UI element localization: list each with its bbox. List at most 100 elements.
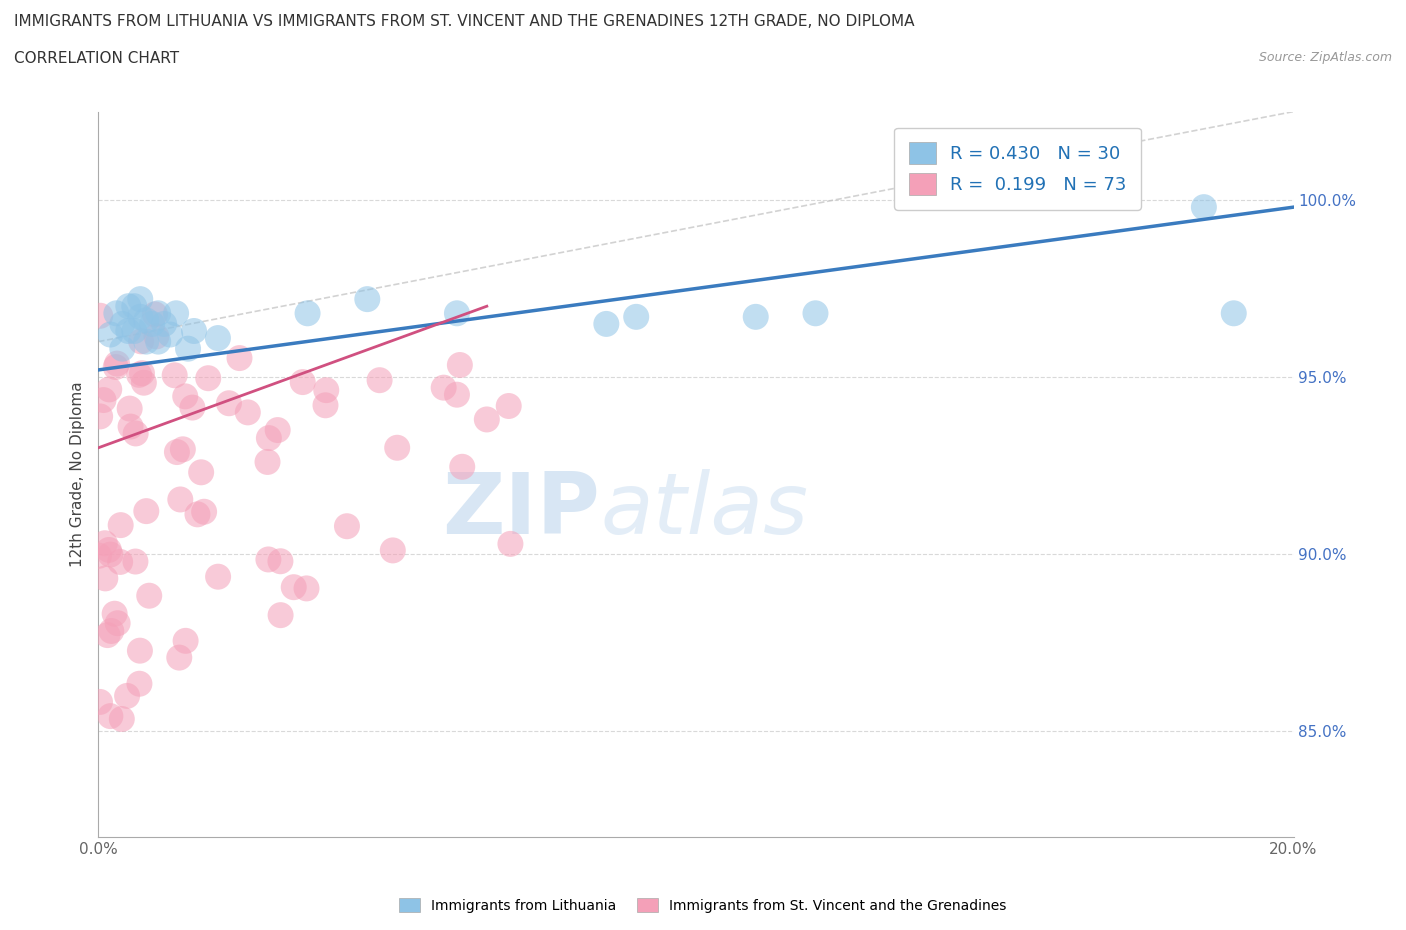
Point [117,324,139,339]
Point [446,387,468,402]
Point [148,306,170,321]
Point [207,331,229,346]
Point [143,307,166,322]
Point [745,310,768,325]
Point [446,306,468,321]
Point [267,422,290,437]
Point [89,309,111,324]
Point [135,334,157,349]
Point [595,316,617,331]
Point [626,310,648,325]
Point [172,442,194,457]
Point [111,341,134,356]
Point [257,552,280,567]
Legend: R = 0.430   N = 30, R =  0.199   N = 73: R = 0.430 N = 30, R = 0.199 N = 73 [894,128,1142,210]
Point [451,459,474,474]
Point [104,360,127,375]
Point [89,695,111,710]
Point [315,383,337,398]
Point [128,367,150,382]
Point [190,465,212,480]
Point [93,392,115,407]
Point [218,396,240,411]
Point [336,519,359,534]
Text: IMMIGRANTS FROM LITHUANIA VS IMMIGRANTS FROM ST. VINCENT AND THE GRENADINES 12TH: IMMIGRANTS FROM LITHUANIA VS IMMIGRANTS … [14,14,914,29]
Point [131,365,153,380]
Point [193,504,215,519]
Point [166,445,188,459]
Point [433,380,456,395]
Point [499,537,522,551]
Point [128,676,150,691]
Point [177,341,200,356]
Point [169,650,191,665]
Point [291,375,314,390]
Point [98,327,122,342]
Point [129,310,152,325]
Point [174,389,197,404]
Point [124,426,146,441]
Point [104,606,127,621]
Point [368,373,391,388]
Text: ZIP: ZIP [443,469,600,552]
Point [124,554,146,569]
Point [165,306,187,321]
Point [381,543,404,558]
Point [120,419,142,434]
Point [94,536,117,551]
Point [228,351,250,365]
Point [132,376,155,391]
Point [135,312,157,327]
Point [257,431,280,445]
Point [498,399,520,414]
Point [111,316,134,331]
Point [89,409,111,424]
Point [181,400,204,415]
Point [183,324,205,339]
Point [153,316,176,331]
Point [124,299,146,313]
Point [97,542,120,557]
Point [475,412,498,427]
Point [129,334,152,349]
Point [269,553,291,568]
Point [1192,200,1215,215]
Y-axis label: 12th Grade, No Diploma: 12th Grade, No Diploma [69,381,84,567]
Point [141,316,163,331]
Point [283,579,305,594]
Point [256,455,278,470]
Point [207,569,229,584]
Point [297,306,319,321]
Point [100,623,122,638]
Point [145,329,167,344]
Text: Source: ZipAtlas.com: Source: ZipAtlas.com [1258,51,1392,64]
Point [135,504,157,519]
Point [148,334,170,349]
Point [94,571,117,586]
Point [129,644,152,658]
Point [270,607,292,622]
Point [115,688,138,703]
Point [129,292,152,307]
Point [163,368,186,383]
Point [110,518,132,533]
Point [356,292,378,307]
Point [197,371,219,386]
Point [186,507,208,522]
Point [108,554,131,569]
Point [236,405,259,419]
Point [100,547,122,562]
Point [169,492,191,507]
Point [96,628,118,643]
Point [315,398,337,413]
Point [105,306,128,321]
Point [174,633,197,648]
Point [117,299,139,313]
Text: CORRELATION CHART: CORRELATION CHART [14,51,179,66]
Text: atlas: atlas [600,469,808,552]
Point [105,356,128,371]
Point [98,709,121,724]
Legend: Immigrants from Lithuania, Immigrants from St. Vincent and the Grenadines: Immigrants from Lithuania, Immigrants fr… [394,893,1012,919]
Point [1223,306,1246,321]
Point [124,324,146,339]
